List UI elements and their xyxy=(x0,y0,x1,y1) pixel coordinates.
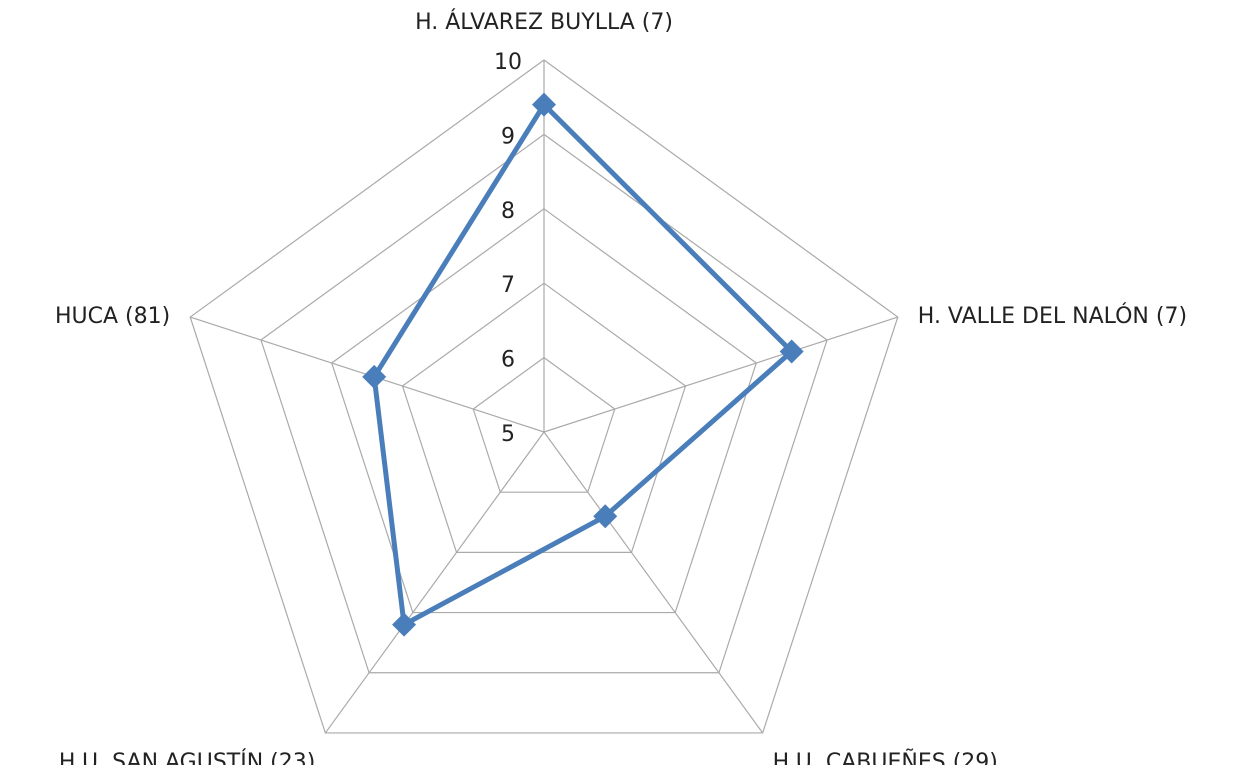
spoke xyxy=(324,431,545,734)
category-label: H. ÁLVAREZ BUYLLA (7) xyxy=(415,9,673,35)
category-label: H. VALLE DEL NALÓN (7) xyxy=(918,303,1187,329)
category-label: H.U. SAN AGUSTÍN (23) xyxy=(59,749,315,765)
r-tick-label: 9 xyxy=(501,124,515,149)
marker xyxy=(532,92,556,117)
r-tick-label: 5 xyxy=(501,422,515,447)
grid-ring xyxy=(401,282,687,553)
marker xyxy=(392,612,417,637)
r-tick-label: 8 xyxy=(501,199,515,224)
r-tick-label: 7 xyxy=(501,273,515,298)
r-tick-label: 6 xyxy=(501,348,515,373)
grid-ring xyxy=(260,133,828,674)
spoke xyxy=(543,431,764,734)
series-line xyxy=(371,102,795,628)
category-label: HUCA (81) xyxy=(55,304,170,329)
spoke xyxy=(543,316,898,433)
marker xyxy=(362,364,387,389)
grid-ring xyxy=(331,208,757,614)
r-tick-label: 10 xyxy=(494,50,522,75)
category-label: H.U. CABUEÑES (29) xyxy=(773,748,998,765)
marker xyxy=(779,339,804,364)
marker xyxy=(593,504,618,529)
grid-ring xyxy=(189,59,899,734)
grid-ring xyxy=(472,356,616,493)
